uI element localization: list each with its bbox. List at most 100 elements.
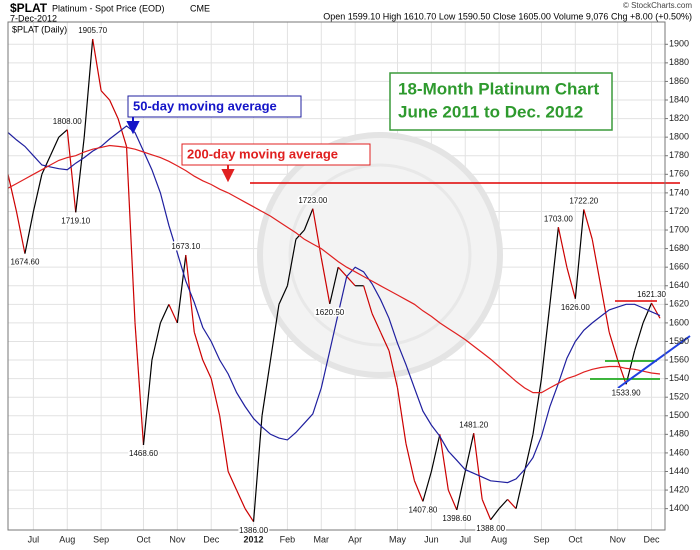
price-segment xyxy=(396,387,407,444)
price-segment xyxy=(447,489,458,511)
value-label: 1722.20 xyxy=(569,197,598,206)
y-tick-label: 1660 xyxy=(669,262,689,272)
price-segment xyxy=(617,359,627,385)
price-segment xyxy=(515,471,526,509)
price-segment xyxy=(566,267,576,299)
y-tick-label: 1700 xyxy=(669,224,689,234)
x-tick-label: Jul xyxy=(459,534,471,544)
instrument-name: Platinum - Spot Price (EOD) xyxy=(52,3,165,13)
title-box xyxy=(389,72,613,131)
price-segment xyxy=(540,304,551,379)
price-segment xyxy=(337,266,348,277)
y-tick-label: 1880 xyxy=(669,57,689,67)
y-tick-label: 1720 xyxy=(669,206,689,216)
price-segment xyxy=(278,285,288,305)
price-segment xyxy=(134,322,145,445)
price-segment xyxy=(66,129,77,213)
watermark-ring xyxy=(288,163,472,347)
price-segment xyxy=(92,38,102,91)
price-segment xyxy=(363,285,373,314)
price-segment xyxy=(261,359,272,416)
copyright: © StockCharts.com xyxy=(623,1,692,10)
price-segment xyxy=(151,322,162,361)
x-tick-label: Sep xyxy=(533,534,549,544)
y-tick-label: 1500 xyxy=(669,410,689,420)
price-segment xyxy=(185,254,195,333)
price-segment xyxy=(456,471,466,511)
y-tick-label: 1440 xyxy=(669,466,689,476)
price-segment xyxy=(405,443,416,481)
ma50-arrow xyxy=(126,117,140,135)
price-segment xyxy=(464,433,475,472)
x-tick-label: Dec xyxy=(203,534,220,544)
price-segment xyxy=(380,331,390,352)
price-segment xyxy=(608,332,619,361)
price-segment xyxy=(430,434,441,472)
ma200-arrow xyxy=(221,165,235,183)
price-segment xyxy=(320,257,331,304)
price-segment xyxy=(202,359,212,379)
price-segment xyxy=(109,99,119,119)
price-segment xyxy=(83,38,94,138)
y-tick-label: 1800 xyxy=(669,132,689,142)
price-segment xyxy=(210,378,221,416)
price-segment xyxy=(439,434,449,491)
price-segment xyxy=(32,174,43,212)
x-tick-label: Oct xyxy=(136,534,151,544)
y-tick-label: 1840 xyxy=(669,94,689,104)
y-tick-label: 1780 xyxy=(669,150,689,160)
price-segment xyxy=(600,285,610,333)
value-label: 1481.20 xyxy=(459,420,488,429)
x-tick-label: May xyxy=(389,534,407,544)
price-segment xyxy=(634,322,644,351)
x-tick-label: Feb xyxy=(280,534,296,544)
date: 7-Dec-2012 xyxy=(10,13,57,23)
price-segment xyxy=(507,498,517,510)
y-tick-label: 1600 xyxy=(669,317,689,327)
x-tick-label: Aug xyxy=(59,534,75,544)
x-tick-label: Aug xyxy=(491,534,507,544)
ma50-label: 50-day moving average xyxy=(133,98,277,113)
price-segment xyxy=(371,313,382,333)
price-segment xyxy=(413,480,424,502)
trend-line xyxy=(617,335,691,389)
price-segment xyxy=(125,146,136,323)
x-tick-label: Nov xyxy=(169,534,186,544)
x-tick-label: Mar xyxy=(314,534,330,544)
value-label: 1723.00 xyxy=(298,196,327,205)
price-segment xyxy=(591,239,602,286)
plot-frame xyxy=(7,21,666,531)
moving-average xyxy=(7,125,661,484)
price-segment xyxy=(346,276,356,287)
ma200-box xyxy=(181,143,371,166)
y-tick-label: 1640 xyxy=(669,280,689,290)
y-tick-label: 1560 xyxy=(669,354,689,364)
price-segment xyxy=(388,350,399,389)
price-segment xyxy=(227,471,238,491)
value-label: 1808.00 xyxy=(53,117,82,126)
value-label: 1719.10 xyxy=(61,216,90,225)
value-label: 1621.30 xyxy=(637,290,666,299)
value-label: 1388.00 xyxy=(476,524,505,533)
x-tick-label: Nov xyxy=(610,534,627,544)
watermark xyxy=(257,132,503,378)
ma50-box xyxy=(127,95,302,118)
price-segment xyxy=(295,229,305,240)
price-segment xyxy=(549,227,559,305)
y-tick-label: 1540 xyxy=(669,373,689,383)
price-segment xyxy=(159,304,170,324)
x-tick-label: Jun xyxy=(424,534,439,544)
value-label: 1386.00 xyxy=(239,526,268,535)
price-segment xyxy=(24,211,34,254)
y-tick-label: 1820 xyxy=(669,113,689,123)
y-tick-label: 1460 xyxy=(669,447,689,457)
price-segment xyxy=(583,209,593,240)
price-segment xyxy=(651,302,661,319)
price-segment xyxy=(168,304,178,324)
price-segment xyxy=(303,208,314,231)
price-segment xyxy=(498,498,509,510)
price-segment xyxy=(642,302,653,324)
x-tick-label: Sep xyxy=(93,534,109,544)
value-label: 1398.60 xyxy=(442,514,471,523)
ma200-label: 200-day moving average xyxy=(187,146,338,161)
